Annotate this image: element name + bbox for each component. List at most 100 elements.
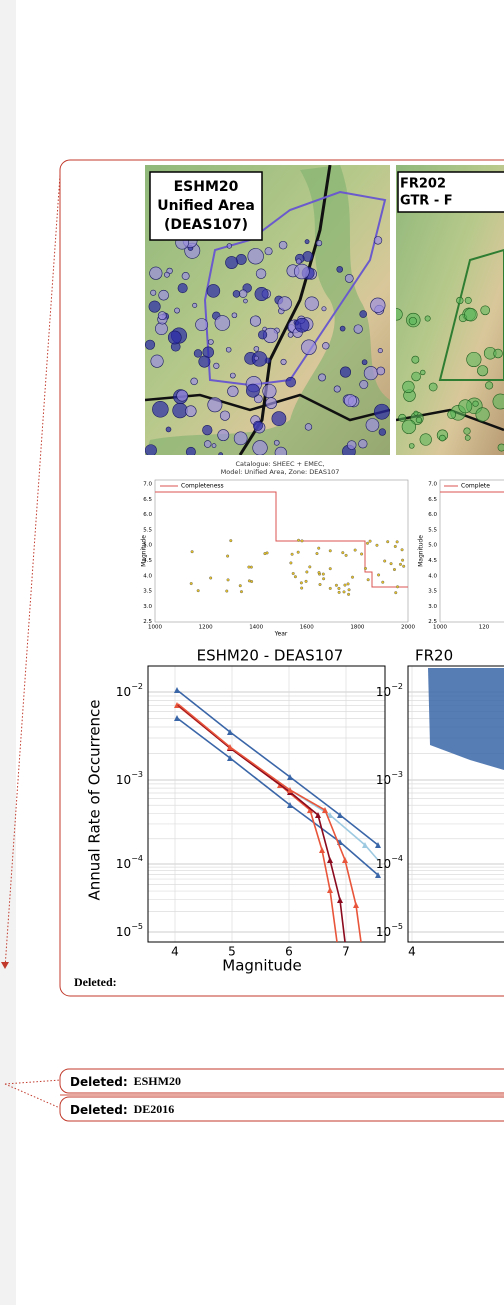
x-tick-label: 1000 (433, 625, 447, 631)
event-dot (337, 586, 341, 590)
event-dot (149, 266, 163, 280)
comment-connector (4, 1079, 61, 1085)
event-dot (254, 287, 269, 302)
event-dot (238, 584, 242, 588)
event-dot (206, 284, 221, 298)
event-dot (336, 266, 344, 273)
event-dot (158, 289, 169, 301)
x-tick-label: 1600 (300, 625, 314, 631)
event-dot (280, 358, 287, 365)
y-tick-label: 10−5 (116, 922, 143, 939)
event-dot (239, 590, 243, 594)
y-tick-label: 10−4 (116, 854, 143, 871)
event-dot (402, 564, 406, 568)
event-dot (185, 405, 197, 417)
event-dot (328, 549, 332, 553)
event-dot (273, 439, 280, 446)
event-dot (271, 411, 287, 426)
tick-base: 10 (116, 773, 131, 787)
event-dot (308, 565, 312, 569)
event-dot (181, 272, 190, 280)
event-dots (396, 296, 504, 452)
event-dot (393, 544, 397, 548)
event-dot (150, 289, 157, 296)
event-dot (253, 355, 259, 361)
event-dot (185, 446, 196, 455)
comment-balloon[interactable] (59, 1096, 504, 1122)
event-dot (472, 400, 479, 407)
event-dot (304, 579, 308, 583)
comment-balloon[interactable] (59, 1068, 504, 1094)
event-dot (464, 308, 478, 322)
event-dot (190, 550, 194, 554)
tick-exponent: −2 (131, 682, 143, 691)
event-dot (339, 366, 352, 378)
event-dot (401, 419, 417, 434)
comment-label: Deleted: (74, 975, 117, 989)
rate-curves (428, 668, 504, 770)
event-dot (359, 380, 369, 389)
event-dot (225, 346, 232, 353)
comment-text: Deleted: DE2016 (70, 1102, 174, 1117)
event-dot (376, 366, 386, 376)
event-dot (322, 577, 326, 581)
event-dot (238, 289, 248, 298)
event-dot (366, 578, 370, 582)
y-tick-label: 4.0 (428, 573, 437, 579)
event-dot (396, 308, 403, 321)
axis-label: Magnitude (141, 535, 148, 567)
y-tick-label: 10−2 (116, 682, 143, 699)
map (396, 165, 504, 455)
event-dot (249, 315, 262, 327)
y-tick-label: 10−3 (116, 770, 143, 787)
plot-frame (439, 479, 504, 623)
event-dot (304, 239, 310, 245)
axis-label: Magnitude (418, 535, 425, 567)
y-tick-label: 10−2 (376, 682, 403, 699)
event-dot (392, 568, 396, 572)
event-dot (246, 383, 260, 398)
event-dot (304, 423, 313, 431)
tick-exponent: −2 (391, 682, 403, 691)
plot-title: Model: Unified Area, Zone: DEAS107 (221, 468, 340, 476)
event-dot (258, 330, 268, 340)
x-tick-label: 1000 (148, 625, 162, 631)
tick-exponent: −3 (391, 770, 403, 779)
tick-exponent: −5 (391, 922, 403, 931)
event-dot (294, 263, 310, 280)
event-dots (189, 538, 406, 596)
x-tick-label: 4 (408, 945, 416, 959)
event-dot (328, 567, 332, 571)
event-dot (480, 305, 491, 316)
tick-base: 10 (376, 773, 391, 787)
event-dot (475, 407, 490, 422)
event-dot (285, 376, 296, 388)
page-margin (0, 0, 16, 1305)
event-dot (378, 428, 387, 436)
tick-base: 10 (376, 925, 391, 939)
tick-base: 10 (116, 857, 131, 871)
event-dot (381, 580, 385, 584)
completeness-line (155, 491, 408, 588)
event-dot (249, 565, 253, 569)
event-dot (167, 330, 182, 345)
comment-balloon[interactable] (59, 159, 504, 997)
event-dot (424, 315, 431, 322)
rate-curves (174, 687, 381, 943)
event-dot (317, 571, 321, 575)
y-tick-label: 6.0 (143, 512, 152, 518)
y-tick-label: 5.5 (143, 527, 152, 533)
event-dot (265, 397, 278, 409)
event-dot (402, 380, 415, 394)
x-tick-label: 6 (285, 945, 293, 959)
y-tick-label: 7.0 (143, 482, 152, 488)
event-dot (420, 369, 426, 376)
event-dot (377, 348, 383, 354)
axis-label: Magnitude (222, 957, 301, 975)
event-dot (408, 443, 415, 449)
event-dot (401, 558, 405, 562)
event-dot (377, 573, 381, 577)
event-dot (296, 550, 300, 554)
plot-title: FR20 (415, 647, 453, 665)
